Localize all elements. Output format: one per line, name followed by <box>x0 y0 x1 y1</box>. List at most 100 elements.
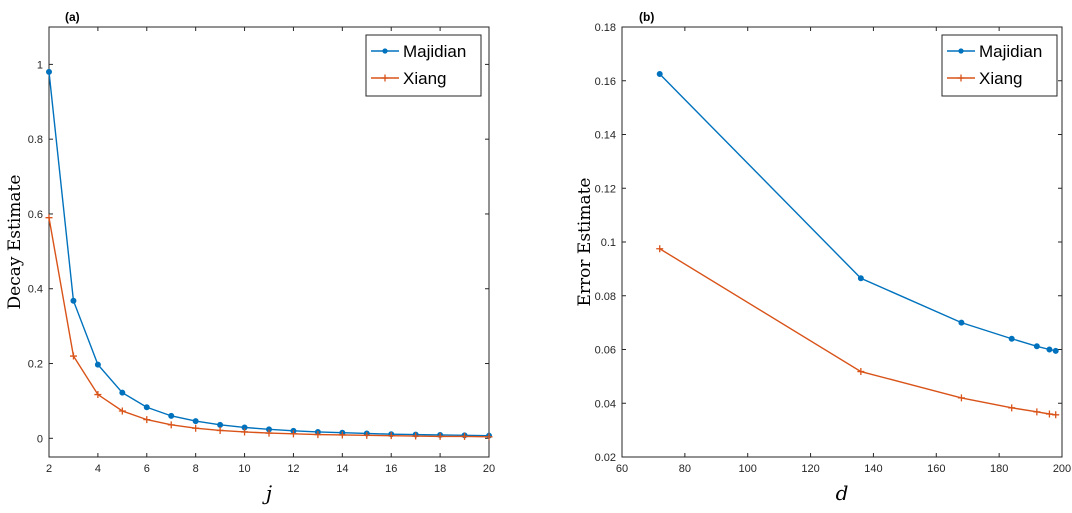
y-tick-label: 0.8 <box>28 134 43 146</box>
y-tick-label: 0.2 <box>28 359 43 371</box>
data-point-xiang <box>45 214 53 222</box>
data-point-xiang <box>957 394 965 402</box>
data-point-xiang <box>461 432 469 440</box>
data-point-xiang <box>436 432 444 440</box>
data-point-xiang <box>485 433 493 441</box>
y-tick-label: 0.4 <box>28 284 43 296</box>
data-point-xiang <box>363 431 371 439</box>
data-point-majidian <box>958 319 965 326</box>
data-point-xiang <box>216 426 224 434</box>
series-line-xiang <box>659 248 1056 416</box>
legend-box <box>941 34 1058 97</box>
data-point-majidian <box>1033 343 1040 350</box>
y-tick-label: 0.14 <box>595 130 616 142</box>
legend-marker-majidian <box>958 48 964 54</box>
x-tick-label: 18 <box>434 463 446 475</box>
x-tick-label: 100 <box>739 463 757 475</box>
data-point-xiang <box>1033 408 1041 416</box>
x-tick-label: 4 <box>95 463 101 475</box>
y-tick-label: 0.6 <box>28 209 43 221</box>
data-point-majidian <box>857 275 864 282</box>
panel-b: 60 80 100 120 140 160 180 200 0.02 0.04 0.06 0.08 0.… <box>575 10 1071 505</box>
panel-label: (a) <box>65 10 80 24</box>
legend-marker-xiang <box>957 74 965 82</box>
legend-marker-xiang <box>381 74 389 82</box>
data-point-xiang <box>265 429 273 437</box>
y-tick-label: 0.12 <box>595 183 616 195</box>
axes-frame <box>48 26 490 458</box>
legend-marker-majidian <box>382 48 388 54</box>
data-point-majidian <box>1052 347 1059 354</box>
series-line-majidian <box>48 71 490 437</box>
series-line-xiang <box>48 217 490 438</box>
x-tick-label: 80 <box>679 463 691 475</box>
y-tick-label: 0.18 <box>595 22 616 34</box>
data-point-majidian <box>70 297 77 304</box>
legend-box <box>365 34 482 97</box>
legend: Majidian Xiang <box>365 34 482 97</box>
data-point-majidian <box>143 404 150 411</box>
x-tick-label: 200 <box>1053 463 1071 475</box>
data-point-majidian <box>1008 335 1015 342</box>
data-point-majidian <box>1046 346 1053 353</box>
legend-label-xiang: Xiang <box>403 69 446 88</box>
panel-a: 2 4 6 8 10 12 14 16 18 20 0 0.2 0.4 0.6 0.8 1 (a) j Decay … <box>5 10 495 505</box>
panel-label: (b) <box>639 10 654 24</box>
x-tick-label: 10 <box>238 463 250 475</box>
x-tick-label: 60 <box>616 463 628 475</box>
y-tick-label: 0.02 <box>595 452 616 464</box>
data-point-xiang <box>94 391 102 399</box>
x-tick-label: 12 <box>287 463 299 475</box>
data-point-xiang <box>167 421 175 429</box>
data-point-majidian <box>168 412 175 419</box>
data-point-xiang <box>143 416 151 424</box>
data-point-majidian <box>46 68 53 75</box>
data-point-xiang <box>192 424 200 432</box>
legend-label-majidian: Majidian <box>979 42 1042 61</box>
data-point-xiang <box>412 432 420 440</box>
x-tick-label: 20 <box>483 463 495 475</box>
y-tick-label: 0.16 <box>595 76 616 88</box>
x-tick-label: 14 <box>336 463 348 475</box>
x-axis-label: j <box>262 481 272 505</box>
data-point-xiang <box>338 431 346 439</box>
x-tick-label: 140 <box>864 463 882 475</box>
y-tick-label: 0.1 <box>601 237 616 249</box>
series-line-majidian <box>659 73 1056 352</box>
data-point-majidian <box>192 418 199 425</box>
data-point-xiang <box>656 245 664 253</box>
data-point-majidian <box>94 361 101 368</box>
x-tick-label: 2 <box>46 463 52 475</box>
data-point-majidian <box>656 71 663 78</box>
x-axis-label: d <box>836 481 849 505</box>
legend: Majidian Xiang <box>941 34 1058 97</box>
legend-label-majidian: Majidian <box>403 42 466 61</box>
data-point-xiang <box>857 368 865 376</box>
y-tick-label: 1 <box>37 59 43 71</box>
x-tick-label: 120 <box>801 463 819 475</box>
data-point-xiang <box>118 407 126 415</box>
data-point-xiang <box>241 428 249 436</box>
y-tick-label: 0.04 <box>595 398 616 410</box>
y-tick-label: 0.08 <box>595 291 616 303</box>
data-point-xiang <box>69 352 77 360</box>
data-point-xiang <box>387 432 395 440</box>
x-tick-label: 160 <box>927 463 945 475</box>
data-point-xiang <box>289 430 297 438</box>
x-tick-label: 6 <box>144 463 150 475</box>
data-point-xiang <box>1045 410 1053 418</box>
data-point-xiang <box>1052 411 1060 419</box>
data-point-majidian <box>119 389 126 396</box>
y-axis-label: Decay Estimate <box>5 175 25 310</box>
data-point-xiang <box>1008 404 1016 412</box>
x-tick-label: 16 <box>385 463 397 475</box>
y-tick-label: 0.06 <box>595 345 616 357</box>
data-point-xiang <box>314 431 322 439</box>
y-tick-label: 0 <box>37 433 43 445</box>
x-tick-label: 180 <box>990 463 1008 475</box>
y-axis-label: Error Estimate <box>575 178 595 307</box>
legend-label-xiang: Xiang <box>979 69 1022 88</box>
x-tick-label: 8 <box>193 463 199 475</box>
data-point-majidian <box>217 421 224 428</box>
